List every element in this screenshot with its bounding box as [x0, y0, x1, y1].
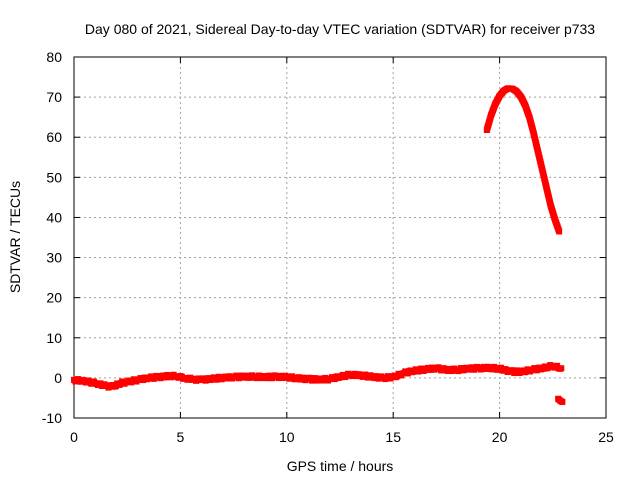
y-tick-label: 70: [46, 89, 62, 105]
x-tick-label: 5: [177, 429, 185, 445]
x-tick-label: 15: [385, 429, 401, 445]
data-point: [558, 365, 565, 372]
x-tick-label: 0: [70, 429, 78, 445]
axis-ticks: 0 5 10 15 20 25 -10 0 10 20 30 40 50 60 70 80: [42, 49, 614, 445]
y-tick-label: 30: [46, 250, 62, 266]
y-tick-label: 50: [46, 169, 62, 185]
x-tick-label: 25: [598, 429, 614, 445]
x-tick-label: 20: [492, 429, 508, 445]
y-tick-label: -10: [42, 410, 62, 426]
y-tick-label: 60: [46, 129, 62, 145]
x-axis-label: GPS time / hours: [287, 458, 394, 474]
plot-frame: [73, 56, 607, 419]
x-tick-label: 10: [279, 429, 295, 445]
data-points: [71, 85, 566, 405]
y-tick-label: 10: [46, 330, 62, 346]
y-tick-label: 20: [46, 290, 62, 306]
data-point: [556, 228, 563, 235]
y-tick-label: 0: [54, 370, 62, 386]
y-tick-label: 40: [46, 209, 62, 225]
data-point: [559, 398, 566, 405]
chart-title: Day 080 of 2021, Sidereal Day-to-day VTE…: [85, 21, 595, 37]
y-axis-label: SDTVAR / TECUs: [7, 181, 23, 293]
y-tick-label: 80: [46, 49, 62, 65]
